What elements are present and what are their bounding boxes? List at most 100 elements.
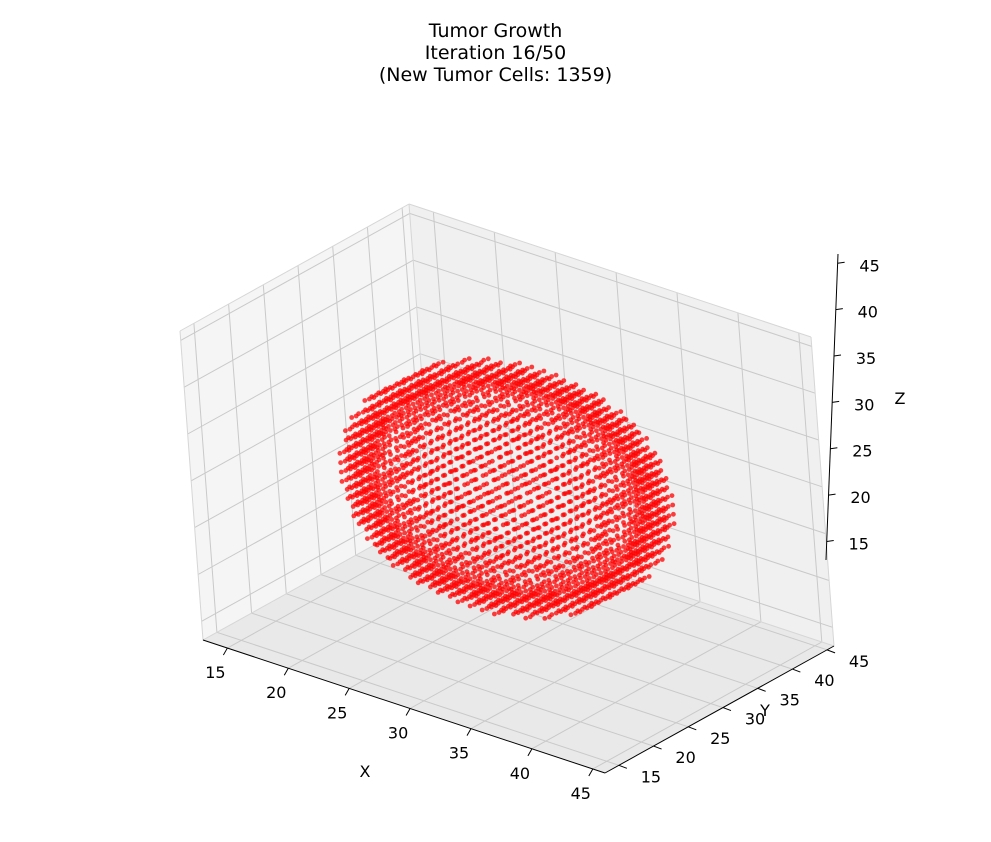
tumor-cell-point xyxy=(446,481,451,486)
tumor-cell-point xyxy=(560,512,566,518)
tumor-cell-point xyxy=(470,546,475,552)
tumor-cell-point xyxy=(611,584,617,589)
tumor-cell-point xyxy=(422,482,428,488)
tumor-cell-point xyxy=(517,360,522,366)
tumor-cell-point xyxy=(459,387,465,392)
tumor-cell-point xyxy=(463,550,468,556)
chart-subtitle-iteration: Iteration 16/50 xyxy=(424,42,567,64)
tumor-cell-point xyxy=(606,441,612,447)
tumor-cell-point xyxy=(567,508,573,514)
tumor-cell-point xyxy=(577,572,582,578)
tumor-cell-point xyxy=(399,493,405,498)
tumor-cell-point xyxy=(443,501,448,507)
tumor-cell-point xyxy=(545,559,550,564)
tumor-cell-point xyxy=(606,488,612,493)
tumor-cell-point xyxy=(607,594,613,600)
tumor-cell-point xyxy=(444,587,450,592)
tumor-cell-point xyxy=(368,427,374,433)
tumor-cell-point xyxy=(354,493,360,499)
tumor-cell-point xyxy=(633,493,639,499)
tumor-cell-point xyxy=(534,415,540,421)
tumor-cell-point xyxy=(398,474,403,480)
tumor-cell-point xyxy=(573,486,578,491)
tumor-cell-point xyxy=(531,395,536,401)
tumor-cell-point xyxy=(550,396,556,401)
chart-subtitle-new-cells: (New Tumor Cells: 1359) xyxy=(378,64,613,86)
tumor-cell-point xyxy=(631,563,637,568)
tumor-cell-point xyxy=(543,607,549,613)
tumor-cell-point xyxy=(348,476,354,481)
tumor-cell-point xyxy=(589,405,595,411)
tumor-cell-point xyxy=(461,522,466,528)
chart-title: Tumor Growth xyxy=(428,20,563,42)
tumor-cell-point xyxy=(489,577,494,583)
tumor-cell-point xyxy=(468,528,474,533)
tumor-cell-point xyxy=(498,387,503,393)
tumor-cell-point xyxy=(465,578,471,584)
tumor-cell-point xyxy=(647,525,653,531)
z-tick-mark xyxy=(828,493,836,496)
tumor-cell-point xyxy=(593,535,599,541)
tumor-cell-point xyxy=(403,539,408,545)
tumor-cell-point xyxy=(440,588,445,594)
tumor-cell-point xyxy=(360,510,366,516)
tumor-cell-point xyxy=(478,387,484,393)
tumor-cell-point xyxy=(501,608,506,614)
tumor-cell-point xyxy=(485,490,490,496)
tumor-cell-point xyxy=(609,555,615,561)
tumor-cell-point xyxy=(595,423,600,428)
tumor-cell-point xyxy=(467,392,473,398)
tumor-cell-point xyxy=(558,582,564,587)
tumor-cell-point xyxy=(552,384,557,390)
tumor-cell-point xyxy=(501,404,507,409)
tumor-cell-point xyxy=(502,386,508,391)
tumor-cell-point xyxy=(438,533,443,538)
tumor-cell-point xyxy=(415,497,421,503)
tumor-cell-point xyxy=(393,445,399,451)
tumor-cell-point xyxy=(411,396,417,402)
tumor-cell-point xyxy=(538,392,543,397)
tumor-cell-point xyxy=(369,534,375,540)
tumor-cell-point xyxy=(426,538,432,544)
tumor-cell-point xyxy=(441,570,446,576)
tumor-cell-point xyxy=(648,464,654,470)
tumor-cell-point xyxy=(337,450,343,456)
tumor-cell-point xyxy=(386,503,392,509)
tumor-cell-point xyxy=(488,366,494,372)
tumor-cell-point xyxy=(648,495,653,501)
tumor-cell-point xyxy=(509,498,515,504)
tumor-cell-point xyxy=(611,440,617,445)
tumor-cell-point xyxy=(655,491,660,497)
tumor-cell-point xyxy=(661,518,667,523)
tumor-cell-point xyxy=(482,403,488,409)
tumor-cell-point xyxy=(428,584,433,590)
tumor-cell-point xyxy=(640,529,646,535)
tumor-cell-point xyxy=(483,432,489,437)
tumor-cell-point xyxy=(365,518,371,524)
tumor-cell-point xyxy=(495,476,501,481)
tumor-cell-point xyxy=(551,555,557,561)
tumor-cell-point xyxy=(473,526,479,532)
tumor-cell-point xyxy=(548,407,554,413)
tumor-cell-point xyxy=(358,442,363,448)
tumor-cell-point xyxy=(601,440,606,446)
tumor-cell-point xyxy=(612,505,618,511)
z-tick-mark xyxy=(830,447,838,450)
tumor-cell-point xyxy=(410,447,416,453)
tumor-cell-point xyxy=(458,566,463,572)
tumor-cell-point xyxy=(472,416,478,422)
tumor-cell-point xyxy=(477,485,483,491)
tumor-cell-point xyxy=(562,598,568,604)
tumor-cell-point xyxy=(649,553,655,559)
tumor-cell-point xyxy=(663,536,668,542)
tumor-cell-point xyxy=(493,536,498,541)
tumor-cell-point xyxy=(429,408,435,413)
tumor-cell-point xyxy=(547,614,552,620)
tumor-cell-point xyxy=(472,477,477,483)
tumor-cell-point xyxy=(442,391,448,396)
tumor-cell-point xyxy=(535,455,540,461)
tumor-cell-point xyxy=(370,446,375,452)
tumor-cell-point xyxy=(453,574,458,580)
tumor-cell-point xyxy=(580,522,586,527)
tumor-cell-point xyxy=(612,459,618,464)
